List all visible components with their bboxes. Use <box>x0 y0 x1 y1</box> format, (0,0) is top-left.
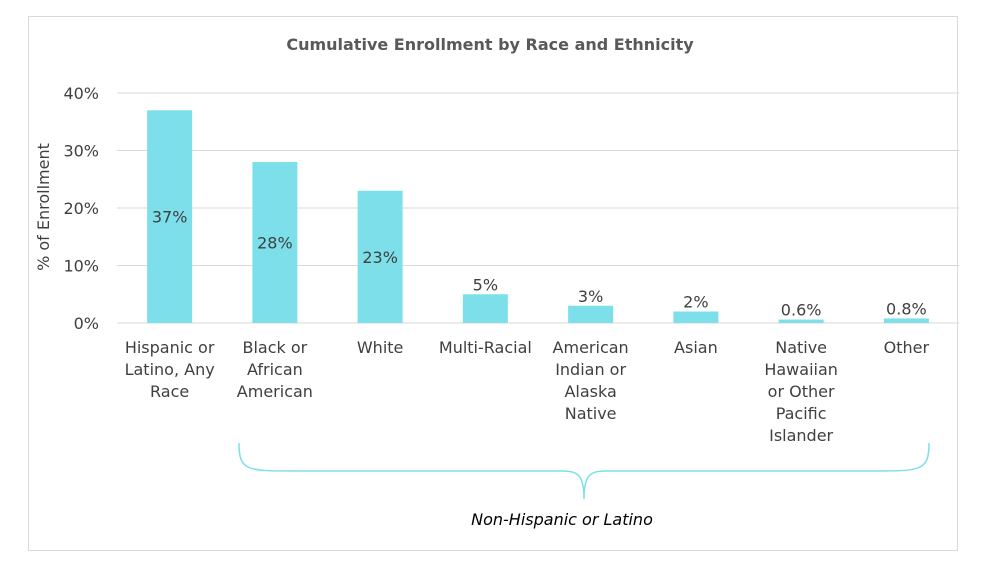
data-label: 2% <box>683 293 708 312</box>
y-tick-label: 10% <box>63 257 99 276</box>
bar-chart: Cumulative Enrollment by Race and Ethnic… <box>34 35 959 529</box>
bar <box>778 319 824 323</box>
category-label: Multi-Racial <box>439 338 532 357</box>
bar <box>673 311 719 323</box>
category-label: Asian <box>674 338 718 357</box>
gridlines <box>117 92 959 324</box>
bar <box>147 110 193 323</box>
bar <box>252 162 298 323</box>
bars <box>147 110 929 323</box>
data-label: 28% <box>257 234 293 253</box>
data-label: 0.6% <box>781 301 822 320</box>
bar <box>462 294 508 323</box>
category-label: Native Hawaiian or Other Pacific Islander <box>764 338 838 445</box>
category-label: American Indian or Alaska Native <box>553 338 629 423</box>
y-axis-ticks: 0% 10% 20% 30% 40% <box>63 84 99 333</box>
data-label: 5% <box>473 275 498 294</box>
category-labels: Hispanic or Latino, Any Race Black or Africa… <box>125 338 930 445</box>
category-label: White <box>357 338 404 357</box>
data-label: 23% <box>362 248 398 267</box>
y-tick-label: 40% <box>63 84 99 103</box>
category-label: Hispanic or Latino, Any Race <box>125 338 215 401</box>
non-hispanic-label: Non-Hispanic or Latino <box>471 510 653 529</box>
y-tick-label: 30% <box>63 142 99 161</box>
data-labels: 37% 28% 23% 5% 3% 2% 0.6% 0.8% <box>152 208 927 320</box>
chart-frame: Cumulative Enrollment by Race and Ethnic… <box>28 16 959 551</box>
data-label: 0.8% <box>886 299 927 318</box>
chart-title: Cumulative Enrollment by Race and Ethnic… <box>286 35 694 54</box>
data-label: 3% <box>578 287 603 306</box>
y-tick-label: 20% <box>63 199 99 218</box>
bar <box>883 318 929 323</box>
non-hispanic-brace <box>238 442 930 500</box>
bar <box>357 190 403 323</box>
category-label: Black or African American <box>237 338 313 401</box>
data-label: 37% <box>152 208 188 227</box>
bar <box>568 305 614 323</box>
y-axis-label: % of Enrollment <box>34 143 53 271</box>
y-tick-label: 0% <box>74 314 99 333</box>
category-label: Other <box>884 338 930 357</box>
